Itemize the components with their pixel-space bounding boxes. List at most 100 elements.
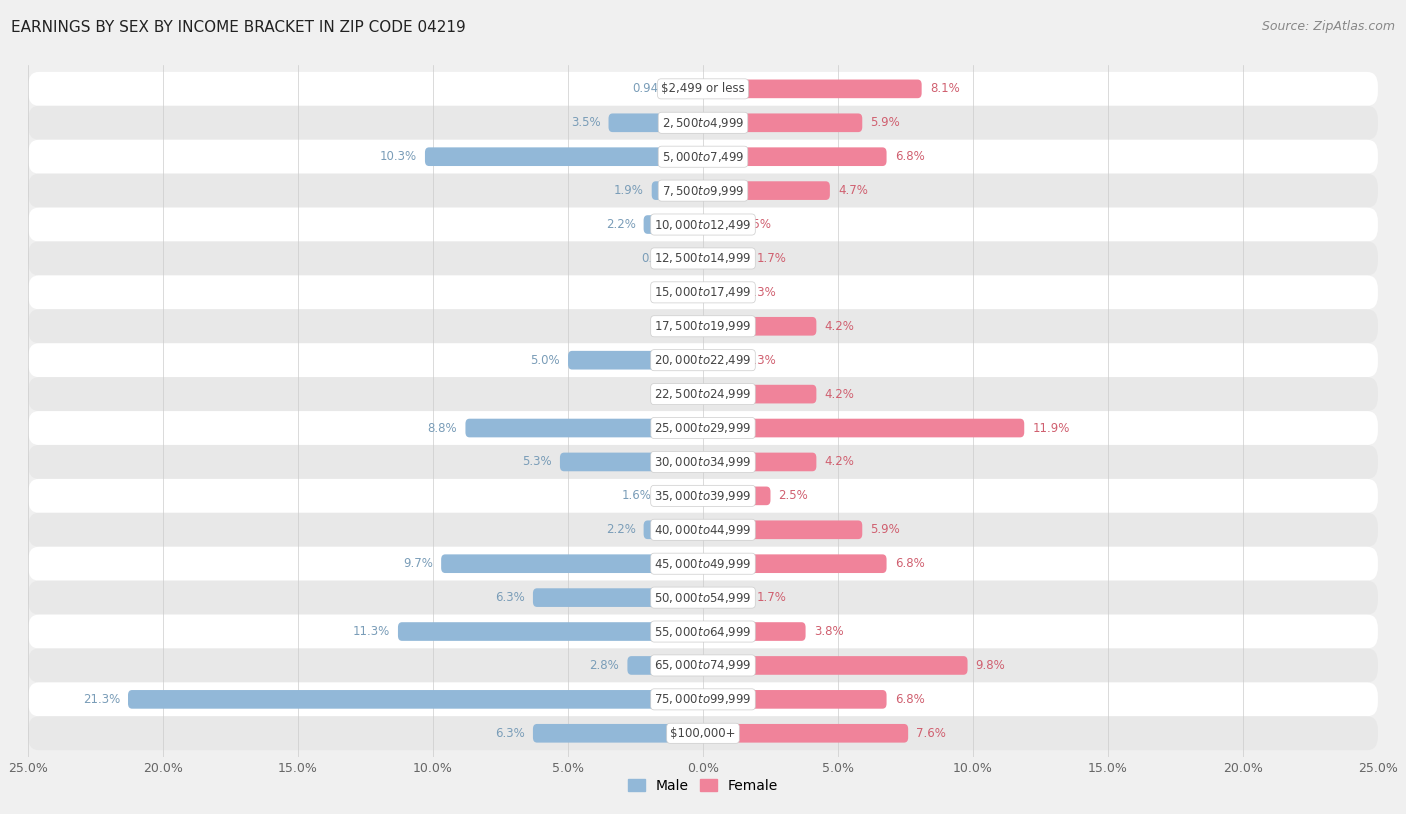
FancyBboxPatch shape	[703, 656, 967, 675]
Text: $75,000 to $99,999: $75,000 to $99,999	[654, 693, 752, 707]
Text: 1.7%: 1.7%	[756, 252, 787, 265]
FancyBboxPatch shape	[703, 589, 749, 607]
Text: 2.5%: 2.5%	[779, 489, 808, 502]
FancyBboxPatch shape	[686, 249, 703, 268]
FancyBboxPatch shape	[28, 716, 1378, 751]
Text: 11.9%: 11.9%	[1032, 422, 1070, 435]
Text: 0.0%: 0.0%	[665, 286, 695, 299]
FancyBboxPatch shape	[28, 580, 1378, 615]
Text: $2,500 to $4,999: $2,500 to $4,999	[662, 116, 744, 129]
FancyBboxPatch shape	[28, 275, 1378, 309]
Text: $30,000 to $34,999: $30,000 to $34,999	[654, 455, 752, 469]
Text: 4.7%: 4.7%	[838, 184, 868, 197]
FancyBboxPatch shape	[28, 173, 1378, 208]
FancyBboxPatch shape	[465, 418, 703, 437]
FancyBboxPatch shape	[703, 249, 749, 268]
Text: 6.8%: 6.8%	[894, 151, 924, 163]
Text: 21.3%: 21.3%	[83, 693, 120, 706]
FancyBboxPatch shape	[28, 208, 1378, 242]
Text: $15,000 to $17,499: $15,000 to $17,499	[654, 286, 752, 300]
FancyBboxPatch shape	[28, 682, 1378, 716]
Text: 1.9%: 1.9%	[614, 184, 644, 197]
FancyBboxPatch shape	[652, 182, 703, 200]
Text: 2.8%: 2.8%	[589, 659, 619, 672]
FancyBboxPatch shape	[703, 80, 922, 98]
FancyBboxPatch shape	[128, 690, 703, 709]
FancyBboxPatch shape	[425, 147, 703, 166]
Text: $5,000 to $7,499: $5,000 to $7,499	[662, 150, 744, 164]
Text: 0.0%: 0.0%	[665, 320, 695, 333]
Text: $45,000 to $49,999: $45,000 to $49,999	[654, 557, 752, 571]
FancyBboxPatch shape	[568, 351, 703, 370]
FancyBboxPatch shape	[398, 622, 703, 641]
Text: 5.3%: 5.3%	[522, 456, 551, 468]
FancyBboxPatch shape	[28, 106, 1378, 140]
Text: 7.6%: 7.6%	[917, 727, 946, 740]
Text: 6.3%: 6.3%	[495, 591, 524, 604]
Text: 5.9%: 5.9%	[870, 116, 900, 129]
Text: 8.8%: 8.8%	[427, 422, 457, 435]
Text: 3.5%: 3.5%	[571, 116, 600, 129]
Text: EARNINGS BY SEX BY INCOME BRACKET IN ZIP CODE 04219: EARNINGS BY SEX BY INCOME BRACKET IN ZIP…	[11, 20, 465, 35]
FancyBboxPatch shape	[703, 554, 887, 573]
FancyBboxPatch shape	[703, 147, 887, 166]
FancyBboxPatch shape	[28, 377, 1378, 411]
FancyBboxPatch shape	[560, 453, 703, 471]
FancyBboxPatch shape	[703, 418, 1024, 437]
FancyBboxPatch shape	[28, 344, 1378, 377]
FancyBboxPatch shape	[703, 487, 770, 505]
FancyBboxPatch shape	[533, 589, 703, 607]
Text: 6.8%: 6.8%	[894, 558, 924, 570]
FancyBboxPatch shape	[678, 80, 703, 98]
Text: 0.63%: 0.63%	[641, 252, 678, 265]
Text: 9.8%: 9.8%	[976, 659, 1005, 672]
Text: $7,500 to $9,999: $7,500 to $9,999	[662, 184, 744, 198]
FancyBboxPatch shape	[703, 317, 817, 335]
Text: 4.2%: 4.2%	[824, 387, 855, 400]
FancyBboxPatch shape	[703, 113, 862, 132]
Text: 1.3%: 1.3%	[747, 286, 776, 299]
FancyBboxPatch shape	[28, 72, 1378, 106]
Text: $50,000 to $54,999: $50,000 to $54,999	[654, 591, 752, 605]
FancyBboxPatch shape	[703, 215, 725, 234]
FancyBboxPatch shape	[609, 113, 703, 132]
Text: $65,000 to $74,999: $65,000 to $74,999	[654, 659, 752, 672]
FancyBboxPatch shape	[28, 615, 1378, 649]
FancyBboxPatch shape	[703, 622, 806, 641]
Text: $12,500 to $14,999: $12,500 to $14,999	[654, 252, 752, 265]
Text: 1.6%: 1.6%	[621, 489, 652, 502]
FancyBboxPatch shape	[28, 479, 1378, 513]
Text: $2,499 or less: $2,499 or less	[661, 82, 745, 95]
Text: 0.0%: 0.0%	[665, 387, 695, 400]
FancyBboxPatch shape	[28, 140, 1378, 173]
FancyBboxPatch shape	[659, 487, 703, 505]
FancyBboxPatch shape	[703, 520, 862, 539]
Text: 1.3%: 1.3%	[747, 354, 776, 366]
Text: $22,500 to $24,999: $22,500 to $24,999	[654, 387, 752, 401]
Text: 6.3%: 6.3%	[495, 727, 524, 740]
Text: 9.7%: 9.7%	[404, 558, 433, 570]
FancyBboxPatch shape	[703, 283, 738, 302]
Text: 5.9%: 5.9%	[870, 523, 900, 536]
Text: 2.2%: 2.2%	[606, 218, 636, 231]
FancyBboxPatch shape	[28, 513, 1378, 547]
FancyBboxPatch shape	[28, 649, 1378, 682]
Text: $20,000 to $22,499: $20,000 to $22,499	[654, 353, 752, 367]
FancyBboxPatch shape	[28, 445, 1378, 479]
Legend: Male, Female: Male, Female	[623, 773, 783, 799]
Text: $55,000 to $64,999: $55,000 to $64,999	[654, 624, 752, 638]
FancyBboxPatch shape	[703, 453, 817, 471]
FancyBboxPatch shape	[627, 656, 703, 675]
FancyBboxPatch shape	[703, 724, 908, 742]
Text: 2.2%: 2.2%	[606, 523, 636, 536]
FancyBboxPatch shape	[28, 242, 1378, 275]
FancyBboxPatch shape	[28, 547, 1378, 580]
FancyBboxPatch shape	[703, 690, 887, 709]
FancyBboxPatch shape	[441, 554, 703, 573]
FancyBboxPatch shape	[703, 385, 817, 404]
Text: 4.2%: 4.2%	[824, 320, 855, 333]
FancyBboxPatch shape	[703, 182, 830, 200]
FancyBboxPatch shape	[644, 520, 703, 539]
FancyBboxPatch shape	[28, 309, 1378, 344]
Text: 3.8%: 3.8%	[814, 625, 844, 638]
